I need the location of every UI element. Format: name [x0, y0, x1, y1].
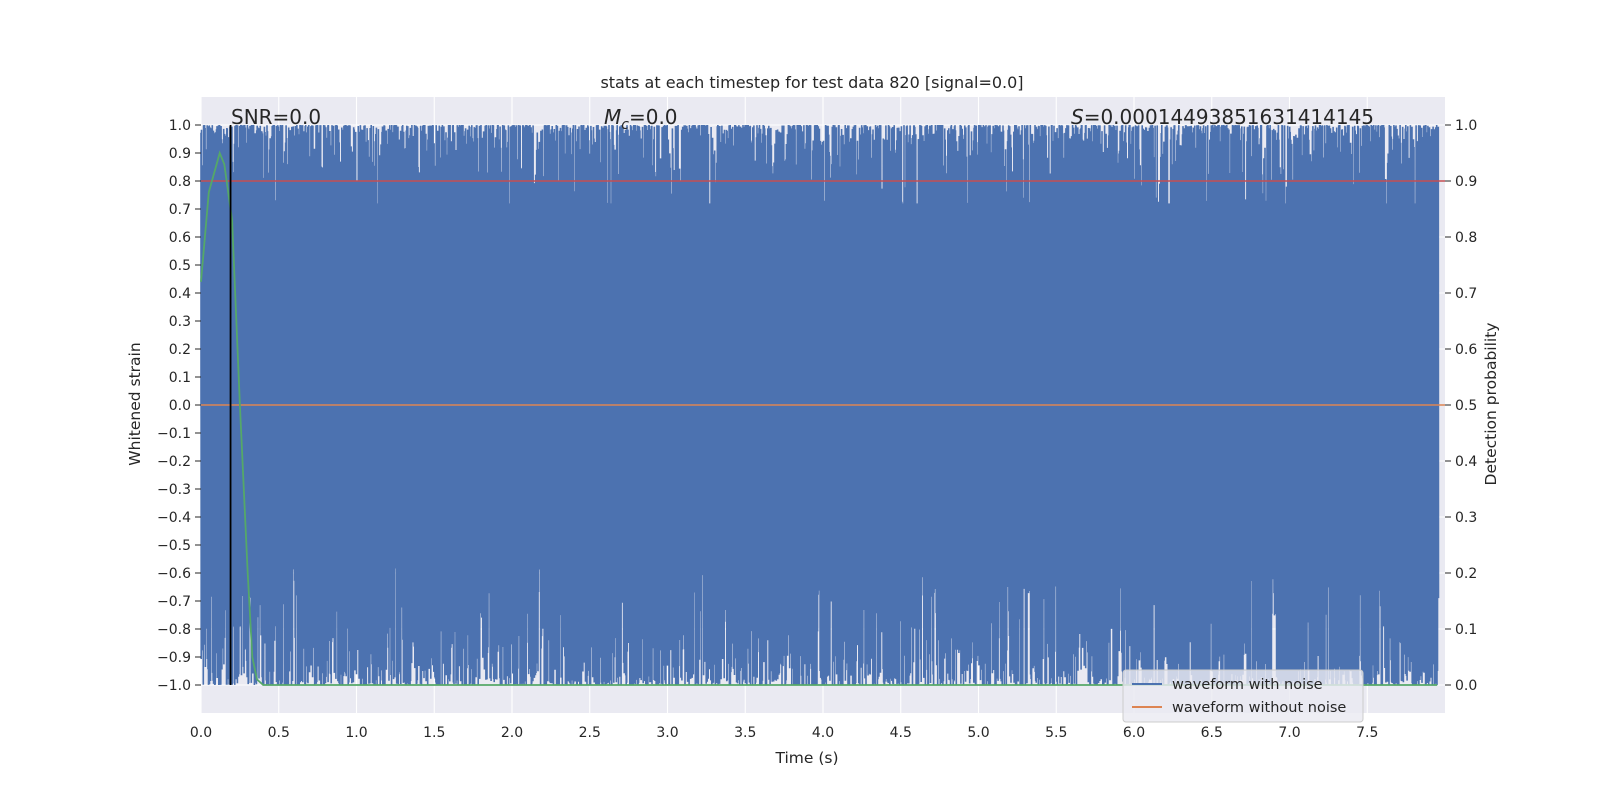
left-y-tick-label: −0.6 — [157, 566, 191, 582]
x-tick-label: 5.0 — [967, 725, 989, 741]
right-y-tick-label: 0.4 — [1455, 454, 1477, 470]
x-tick-label: 0.5 — [268, 725, 290, 741]
right-y-tick-label: 0.1 — [1455, 622, 1477, 638]
x-tick-label: 6.0 — [1123, 725, 1145, 741]
waveform-with-noise-series — [200, 124, 1440, 686]
left-y-tick-label: 0.4 — [169, 286, 191, 302]
right-y-tick-label: 0.3 — [1455, 510, 1477, 526]
statistic-value: =0.00014493851631414145 — [1084, 105, 1374, 129]
left-y-tick-label: 0.0 — [169, 398, 191, 414]
legend-label-clean: waveform without noise — [1172, 700, 1346, 716]
chart-title: stats at each timestep for test data 820… — [600, 73, 1023, 92]
x-tick-label: 1.5 — [423, 725, 445, 741]
left-y-tick-label: −0.3 — [157, 482, 191, 498]
legend: waveform with noise waveform without noi… — [1122, 669, 1364, 723]
x-tick-label: 1.0 — [345, 725, 367, 741]
left-y-tick-label: −0.7 — [157, 594, 191, 610]
chirp-mass-annotation: Mc=0.0 — [604, 105, 678, 133]
detection-probability-line — [200, 150, 1438, 686]
left-y-tick-label: 0.5 — [169, 258, 191, 274]
chirp-mass-value: =0.0 — [629, 105, 678, 129]
left-y-tick-label: −0.5 — [157, 538, 191, 554]
chirp-mass-symbol: M — [604, 105, 621, 129]
x-tick-label: 4.5 — [890, 725, 912, 741]
series-noise-core-band — [201, 203, 1439, 512]
x-tick-label: 0.0 — [190, 725, 212, 741]
right-y-tick-label: 1.0 — [1455, 118, 1477, 134]
left-y-tick-label: 0.2 — [169, 342, 191, 358]
x-tick-label: 5.5 — [1045, 725, 1067, 741]
left-y-tick-label: 0.3 — [169, 314, 191, 330]
right-y-tick-label: 0.9 — [1455, 174, 1477, 190]
chirp-mass-subscript: c — [621, 117, 629, 133]
left-y-tick-label: 0.8 — [169, 174, 191, 190]
left-y-tick-label: −0.8 — [157, 622, 191, 638]
right-y-axis-ticks: 1.0 0.9 0.8 0.7 0.6 0.5 0.4 0.3 0.2 0.1 0.0 — [1445, 118, 1477, 694]
x-tick-label: 2.5 — [579, 725, 601, 741]
statistic-symbol: S — [1071, 105, 1084, 129]
overlay-lines — [200, 125, 1445, 686]
left-y-tick-label: −1.0 — [157, 678, 191, 694]
x-tick-label: 3.5 — [734, 725, 756, 741]
right-y-axis-label: Detection probability — [1482, 323, 1500, 486]
x-tick-label: 6.5 — [1201, 725, 1223, 741]
series-line-waveform-with-noise — [200, 124, 1440, 686]
left-y-axis-ticks: 1.0 0.9 0.8 0.7 0.6 0.5 0.4 0.3 0.2 0.1 0.0 −0.1 −0.… — [157, 118, 201, 694]
x-tick-label: 2.0 — [501, 725, 523, 741]
right-y-tick-label: 0.2 — [1455, 566, 1477, 582]
x-tick-label: 4.0 — [812, 725, 834, 741]
x-tick-label: 3.0 — [656, 725, 678, 741]
left-y-tick-label: −0.9 — [157, 650, 191, 666]
right-y-tick-label: 0.5 — [1455, 398, 1477, 414]
left-y-tick-label: 0.1 — [169, 370, 191, 386]
x-axis-label: Time (s) — [774, 749, 838, 767]
x-axis-ticks: 0.0 0.5 1.0 1.5 2.0 2.5 3.0 3.5 4.0 4.5 5.0 5.5 6.0 6… — [190, 725, 1379, 741]
left-y-tick-label: 0.7 — [169, 202, 191, 218]
left-y-tick-label: 1.0 — [169, 118, 191, 134]
right-y-tick-label: 0.0 — [1455, 678, 1477, 694]
legend-box — [1122, 669, 1364, 723]
x-tick-label: 7.0 — [1278, 725, 1300, 741]
left-y-tick-label: 0.6 — [169, 230, 191, 246]
left-y-tick-label: 0.9 — [169, 146, 191, 162]
snr-annotation: SNR=0.0 — [231, 105, 321, 129]
right-y-tick-label: 0.8 — [1455, 230, 1477, 246]
left-y-tick-label: −0.4 — [157, 510, 191, 526]
left-y-tick-label: −0.2 — [157, 454, 191, 470]
right-y-tick-label: 0.7 — [1455, 286, 1477, 302]
right-y-tick-label: 0.6 — [1455, 342, 1477, 358]
statistic-annotation: S=0.00014493851631414145 — [1071, 105, 1374, 129]
left-y-tick-label: −0.1 — [157, 426, 191, 442]
left-y-axis-label: Whitened strain — [126, 342, 144, 465]
x-tick-label: 7.5 — [1356, 725, 1378, 741]
legend-label-noise: waveform with noise — [1172, 677, 1323, 693]
